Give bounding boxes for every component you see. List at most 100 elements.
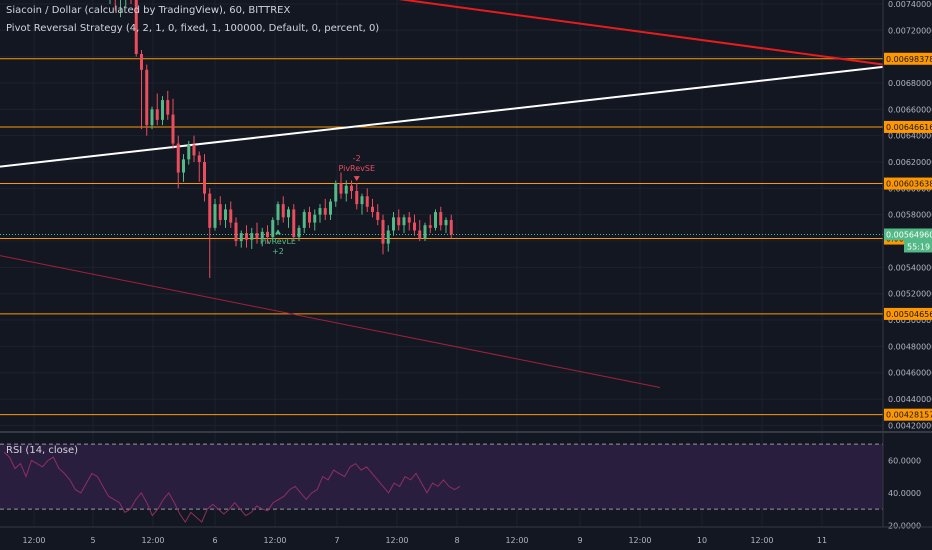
candle-body xyxy=(229,209,233,223)
symbol-title[interactable]: Siacoin / Dollar (calculated by TradingV… xyxy=(6,5,291,16)
candle-body xyxy=(224,209,227,220)
level-price-tag: 0.00428157 xyxy=(886,411,932,420)
time-axis[interactable]: 12:00 5 12:00 6 12:00 7 12:00 8 12:00 9 12:00 10 12:… xyxy=(0,526,932,545)
time-tick-label: 12:00 xyxy=(385,536,408,545)
long-signal-arrow xyxy=(275,229,281,235)
time-tick-label: 12:00 xyxy=(263,536,286,545)
candle-body xyxy=(182,159,185,173)
candle-body xyxy=(302,212,306,228)
candle-body xyxy=(134,0,138,55)
candle-body xyxy=(287,209,290,218)
level-price-tag: 0.00603638 xyxy=(886,180,932,189)
candle-body xyxy=(171,114,175,144)
time-tick-label: 10 xyxy=(697,536,707,545)
candle-body xyxy=(140,54,143,70)
level-price-tag-bg xyxy=(884,177,932,190)
trendline-red[interactable] xyxy=(398,0,884,66)
time-tick-label: 9 xyxy=(577,536,582,545)
candle-body xyxy=(161,100,164,120)
candle-body xyxy=(155,109,159,120)
candle-body xyxy=(355,190,359,205)
price-tick-label: 0.00520000 xyxy=(888,290,932,299)
price-tick-label: 0.00740000 xyxy=(888,0,932,9)
price-tick-label: 0.00500000 xyxy=(888,316,932,325)
candle-body xyxy=(418,230,422,239)
candle-body xyxy=(381,219,385,244)
rsi-band xyxy=(0,444,883,510)
candle-body xyxy=(439,212,443,226)
candle-body xyxy=(234,222,238,242)
candle-body xyxy=(187,144,191,160)
time-tick-label: 6 xyxy=(212,536,217,545)
time-tick-label: 5 xyxy=(90,536,95,545)
candle-body xyxy=(218,204,222,220)
candle-body xyxy=(208,193,212,228)
rsi-tick-label: 60.0000 xyxy=(888,456,921,465)
rsi-tick-label: 20.0000 xyxy=(888,521,921,530)
current-price-tag: 0.00564960 xyxy=(886,230,932,239)
candle-body xyxy=(402,217,406,226)
time-tick-label: 12:00 xyxy=(628,536,651,545)
time-tick-label: 12:00 xyxy=(22,536,45,545)
candle-body xyxy=(255,233,259,239)
candle-body xyxy=(192,144,196,156)
price-tick-label: 0.00680000 xyxy=(888,79,932,88)
short-signal-label: PivRevSE xyxy=(338,164,375,173)
time-tick-label: 12:00 xyxy=(750,536,773,545)
time-tick-label: 11 xyxy=(817,536,827,545)
candle-body xyxy=(449,219,453,235)
candle-body xyxy=(271,219,275,238)
current-price-tag-bg xyxy=(884,228,932,241)
time-tick-label: 7 xyxy=(334,536,339,545)
rsi-legend[interactable]: RSI (14, close) xyxy=(6,445,79,456)
candle-body xyxy=(386,230,390,244)
candle-body xyxy=(150,109,154,126)
short-signal-arrow xyxy=(353,176,360,182)
price-tick-label: 0.00440000 xyxy=(888,395,932,404)
strategy-legend[interactable]: Pivot Reversal Strategy (4, 2, 1, 0, fix… xyxy=(6,23,380,34)
price-tick-label: 0.00660000 xyxy=(888,105,932,114)
candle-body xyxy=(397,217,401,226)
price-tick-label: 0.00640000 xyxy=(888,132,932,141)
candle-body xyxy=(344,185,348,194)
candle-body xyxy=(434,212,437,228)
candle-body xyxy=(276,204,280,220)
price-tick-label: 0.00540000 xyxy=(888,263,932,272)
long-signal-qty: +2 xyxy=(272,247,284,256)
candle-body xyxy=(197,155,201,162)
rsi-line xyxy=(3,451,461,524)
time-tick-label: 8 xyxy=(454,536,459,545)
candle-body xyxy=(428,225,432,228)
trend-lines[interactable] xyxy=(0,0,884,388)
long-signal-label: PivRevLE xyxy=(260,237,296,246)
price-tick-label: 0.00420000 xyxy=(888,421,932,430)
candle-body xyxy=(239,233,243,242)
candle-body xyxy=(323,208,327,215)
candle-body xyxy=(260,231,264,239)
candle-body xyxy=(423,225,427,239)
price-tick-label: 0.00720000 xyxy=(888,26,932,35)
candle-body xyxy=(145,69,149,126)
candle-body xyxy=(376,212,380,220)
price-tick-label: 0.00580000 xyxy=(888,211,932,220)
price-axis[interactable]: 0.007400000.007200000.007000000.00680000… xyxy=(882,0,932,527)
level-price-tag-bg xyxy=(884,52,932,65)
horizontal-levels[interactable] xyxy=(0,58,883,416)
candle-body xyxy=(292,209,296,238)
short-signal-qty: -2 xyxy=(353,154,361,163)
candle-body xyxy=(413,222,416,231)
rsi-tick-label: 40.0000 xyxy=(888,489,921,498)
trendline-dark-red[interactable] xyxy=(0,255,661,388)
candle-body xyxy=(166,100,170,115)
candle-body xyxy=(371,206,374,213)
time-tick-label: 12:00 xyxy=(505,536,528,545)
price-tick-label: 0.00460000 xyxy=(888,369,932,378)
candle-body xyxy=(444,219,448,226)
candle-body xyxy=(245,233,248,240)
trendline-white[interactable] xyxy=(0,65,884,168)
rsi-axis[interactable]: 60.0000 40.0000 20.0000 xyxy=(888,456,921,530)
candle-body xyxy=(297,227,301,238)
candle-body xyxy=(281,204,285,218)
